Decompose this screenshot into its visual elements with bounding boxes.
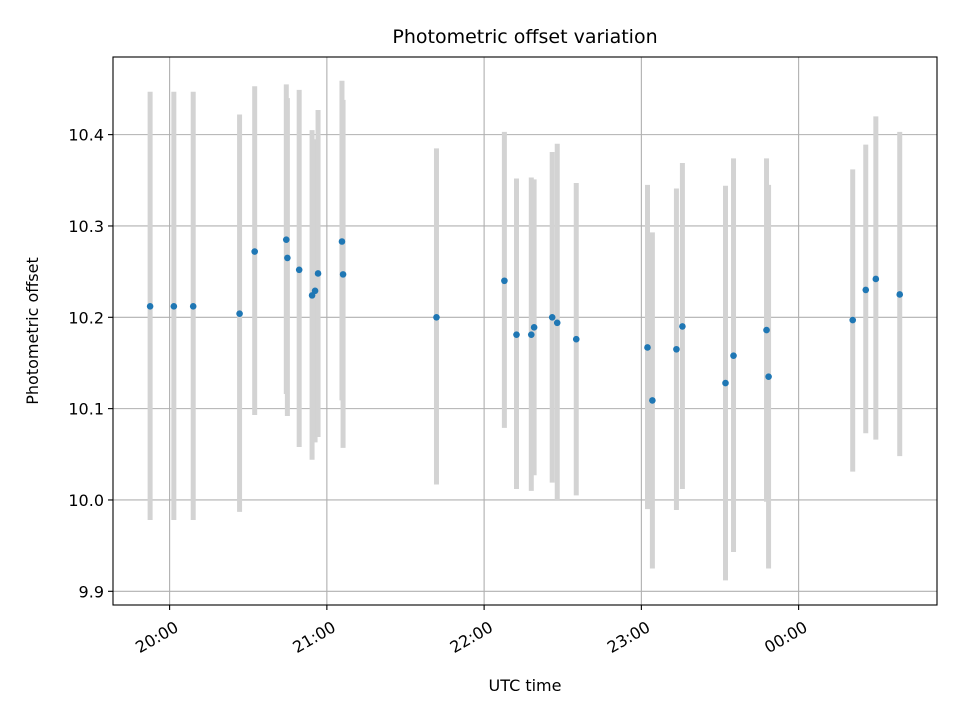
data-point (679, 323, 686, 330)
y-tick-label: 10.4 (68, 126, 104, 145)
data-point (763, 326, 770, 334)
data-point (513, 331, 520, 338)
data-point (311, 287, 319, 295)
data-point (433, 314, 440, 321)
data-point (236, 310, 243, 317)
data-points (146, 236, 904, 404)
data-point (146, 303, 154, 310)
data-point (527, 331, 535, 338)
data-point (284, 254, 291, 262)
data-point (295, 266, 303, 274)
y-axis-label: Photometric offset (23, 257, 42, 405)
y-tick-label: 10.2 (68, 308, 104, 327)
data-point (530, 324, 538, 331)
data-point (282, 236, 290, 243)
x-axis-label: UTC time (489, 676, 562, 695)
grid-lines (113, 57, 937, 605)
data-point (338, 238, 346, 245)
data-point (849, 316, 857, 324)
y-tick-label: 10.0 (68, 491, 104, 510)
data-point (314, 270, 322, 277)
data-point (501, 277, 508, 285)
data-point (673, 345, 680, 353)
data-point (170, 303, 178, 310)
data-point (251, 248, 258, 255)
data-point (189, 303, 197, 310)
data-point (572, 335, 580, 343)
data-point (730, 352, 737, 359)
y-tick-label: 10.1 (68, 400, 104, 419)
plot-frame (112, 56, 938, 606)
y-axis-ticks: 9.9 10.0 10.1 10.2 10.3 10.4 (68, 126, 113, 601)
data-point (765, 373, 772, 380)
data-point (644, 344, 651, 351)
chart-title: Photometric offset variation (392, 26, 657, 48)
data-point (722, 379, 729, 387)
data-point (553, 319, 561, 327)
data-point (896, 291, 904, 298)
data-point (548, 314, 556, 321)
data-point (649, 397, 656, 404)
data-point (872, 275, 880, 283)
y-tick-label: 9.9 (79, 582, 104, 601)
y-tick-label: 10.3 (68, 217, 104, 236)
data-point (339, 271, 347, 278)
data-point (862, 286, 870, 294)
